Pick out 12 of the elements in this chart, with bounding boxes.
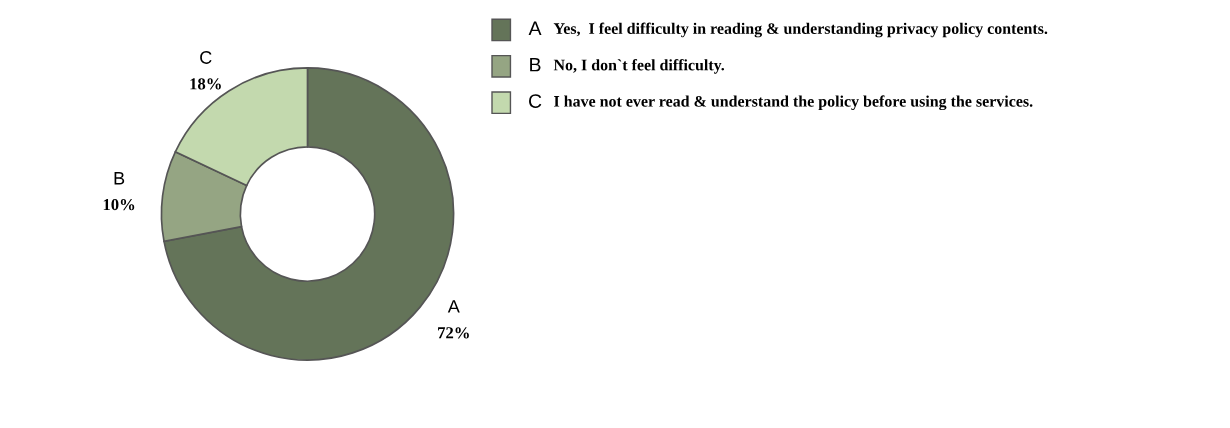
text: Yes, I feel difficulty in reading & understanding privacy policy contents.: [553, 22, 1048, 38]
data-label: 18%: [190, 78, 221, 90]
data-label: 72%: [438, 327, 469, 339]
slice-label: A: [447, 300, 460, 313]
data-label: 10%: [103, 199, 135, 211]
text: No, I don`t feel difficulty.: [553, 58, 725, 74]
legend-label: B: [530, 57, 541, 72]
legend-label: A: [528, 21, 542, 35]
slice-label: B: [114, 172, 125, 185]
slice-label: C: [200, 51, 212, 64]
text: I have not ever read & understand the policy before using the services.: [554, 95, 1033, 111]
legend-label: C: [529, 94, 542, 108]
